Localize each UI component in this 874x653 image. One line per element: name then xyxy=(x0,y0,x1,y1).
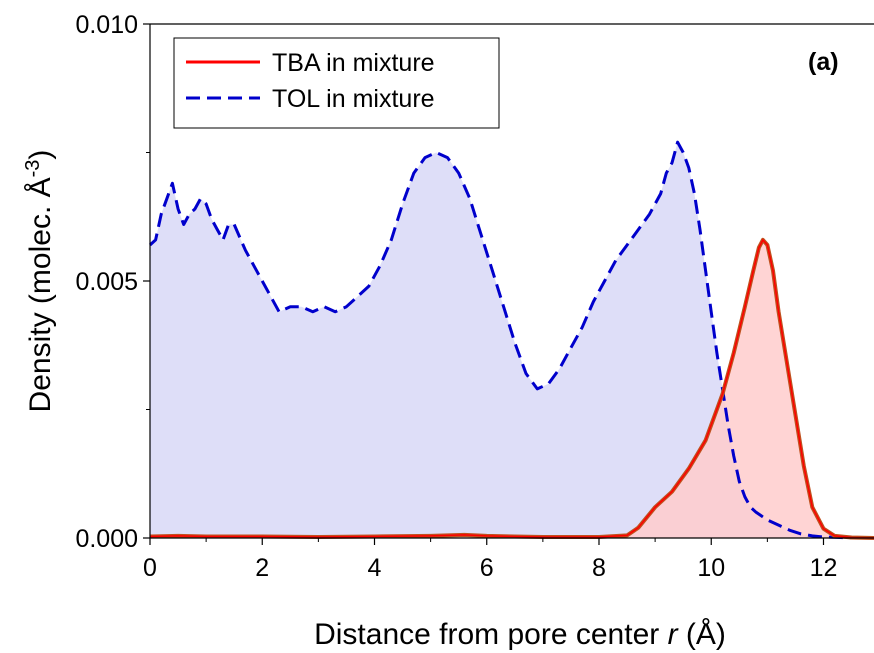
y-axis-title-sup: -3 xyxy=(22,160,44,178)
x-axis-title: Distance from pore center r (Å) xyxy=(314,618,726,651)
legend-box xyxy=(173,37,500,129)
x-tick-label: 6 xyxy=(480,554,494,582)
y-tick-label: 0.005 xyxy=(75,268,138,296)
area-fills xyxy=(150,142,874,538)
ticks: 0 2 4 6 8 10 12 0.000 0.005 0.010 xyxy=(75,11,837,582)
series-lines xyxy=(148,140,874,540)
x-tick-label: 4 xyxy=(368,554,382,582)
panel-label: (a) xyxy=(808,48,839,76)
legend-label-tol: TOL in mixture xyxy=(272,85,435,113)
y-axis-title-close: ) xyxy=(24,150,57,160)
x-tick-label: 0 xyxy=(143,554,157,582)
y-axis-title: Density (molec. Å-3) xyxy=(22,150,57,413)
area-tol xyxy=(150,142,874,538)
y-tick-label: 0.000 xyxy=(75,525,138,553)
y-axis-title-main: Density (molec. Å xyxy=(24,177,57,412)
x-tick-label: 2 xyxy=(255,554,269,582)
y-tick-label: 0.010 xyxy=(75,11,138,39)
x-tick-label: 8 xyxy=(592,554,606,582)
legend: TBA in mixture TOL in mixture xyxy=(173,37,500,129)
line-tba xyxy=(149,239,874,539)
line-tol xyxy=(148,140,874,540)
x-axis-title-var: r xyxy=(668,618,679,651)
x-axis-title-prefix: Distance from pore center xyxy=(314,618,667,651)
legend-label-tba: TBA in mixture xyxy=(272,49,435,77)
x-tick-label: 12 xyxy=(810,554,838,582)
x-axis-title-suffix: (Å) xyxy=(678,618,726,651)
x-tick-label: 10 xyxy=(697,554,725,582)
